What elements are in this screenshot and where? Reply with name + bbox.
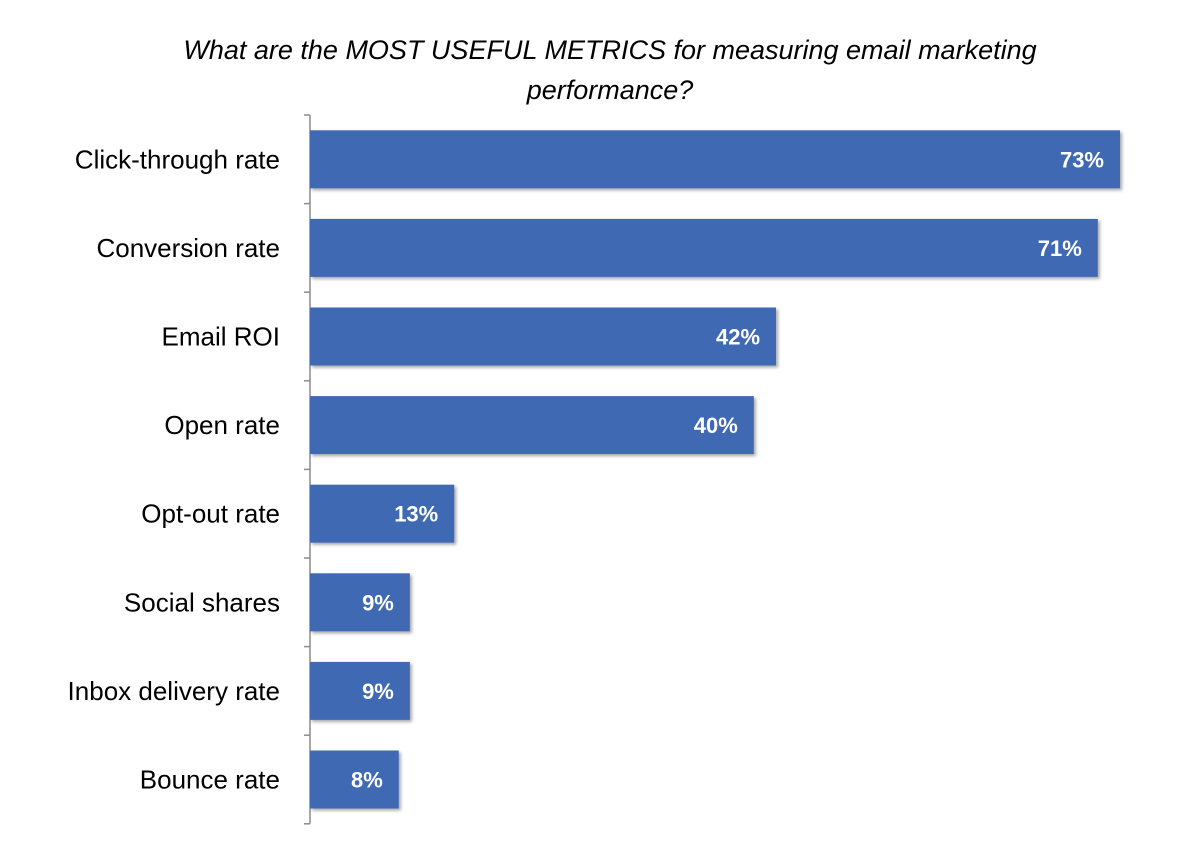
bar — [310, 307, 777, 366]
data-label: 71% — [1038, 236, 1082, 261]
bar — [310, 484, 455, 543]
data-label: 9% — [362, 679, 394, 704]
category-label: Social shares — [124, 587, 280, 617]
chart-title: What are the MOST USEFUL METRICS for mea… — [183, 35, 1037, 105]
data-label: 9% — [362, 590, 394, 615]
bar — [310, 661, 410, 720]
bar — [310, 573, 410, 632]
bar — [310, 396, 754, 455]
data-label: 73% — [1060, 147, 1104, 172]
data-label: 8% — [351, 768, 383, 793]
category-label: Bounce rate — [140, 765, 280, 795]
data-label: 40% — [694, 413, 738, 438]
data-label: 42% — [716, 325, 760, 350]
category-label: Conversion rate — [96, 233, 280, 263]
bar — [310, 750, 399, 809]
category-label: Email ROI — [162, 322, 280, 352]
category-label: Inbox delivery rate — [68, 676, 280, 706]
bar — [310, 218, 1098, 277]
category-label: Opt-out rate — [141, 499, 280, 529]
bar — [310, 130, 1120, 189]
category-label: Open rate — [164, 410, 280, 440]
category-label: Click-through rate — [75, 144, 280, 174]
data-label: 13% — [394, 502, 438, 527]
